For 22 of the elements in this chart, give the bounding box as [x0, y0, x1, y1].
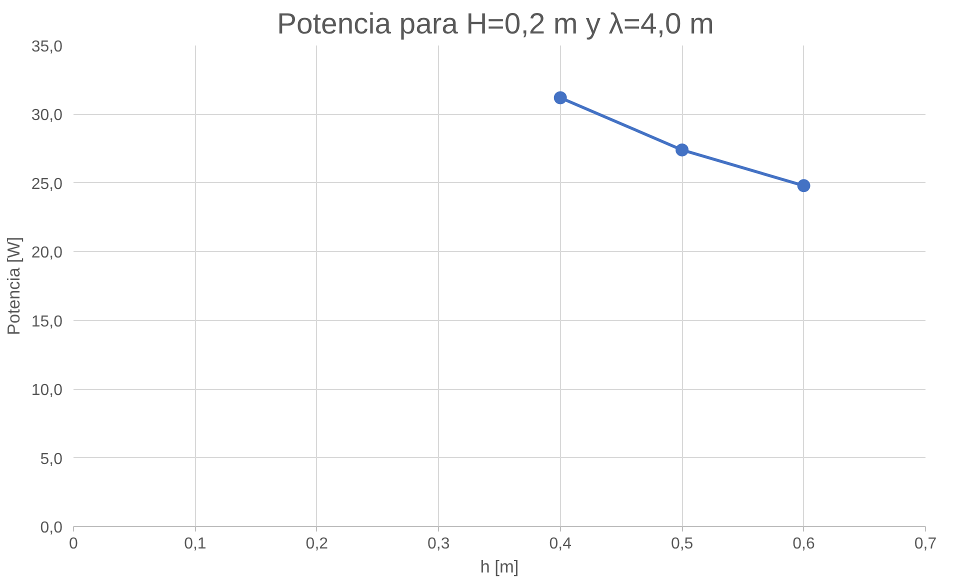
y-tick-label: 10,0 [31, 382, 63, 400]
y-axis-title: Potencia [W] [3, 236, 24, 336]
y-tick-label: 20,0 [31, 244, 63, 262]
y-tick-label: 35,0 [31, 38, 63, 56]
y-tick-label: 5,0 [40, 450, 63, 468]
x-tick-label: 0 [69, 536, 78, 552]
x-tick-label: 0,4 [549, 536, 572, 552]
x-tick-label: 0,1 [184, 536, 206, 552]
x-tick-label: 0,7 [914, 536, 937, 552]
point [797, 179, 810, 192]
point [554, 91, 567, 104]
y-tick-label: 25,0 [31, 176, 63, 193]
x-tick-label: 0,3 [428, 536, 450, 552]
y-tick-label: 0,0 [40, 520, 63, 536]
chart-title: Potencia para H=0,2 m y λ=4,0 m [276, 8, 714, 40]
x-tick-label: 0,5 [670, 536, 694, 552]
x-tick-label: 0,2 [306, 536, 328, 552]
x-tick-label: 0,6 [792, 536, 816, 552]
point [676, 143, 689, 156]
y-tick-label: 30,0 [31, 107, 63, 124]
y-tick-label: 15,0 [31, 313, 63, 330]
x-axis-title: h [m] [480, 556, 519, 576]
